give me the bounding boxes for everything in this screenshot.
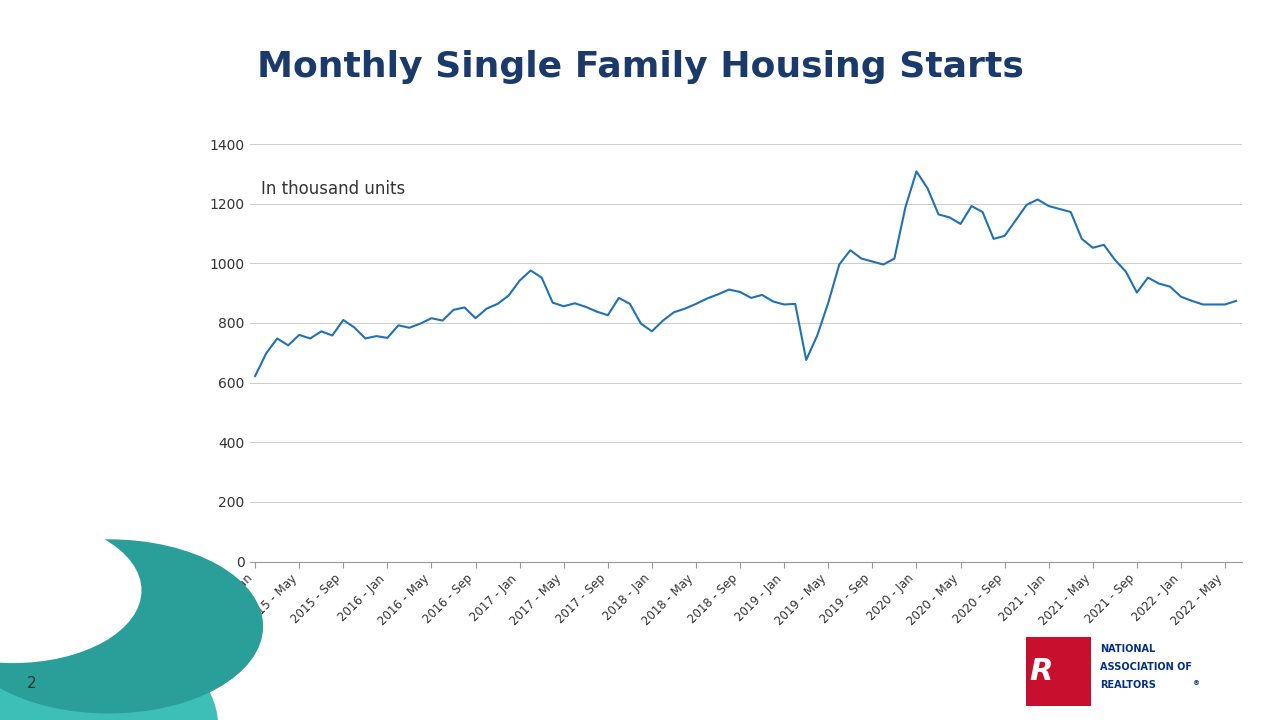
Text: In thousand units: In thousand units [261,180,404,198]
Text: 2: 2 [27,676,37,691]
FancyBboxPatch shape [1027,637,1091,706]
Text: ®: ® [1193,680,1201,686]
Text: ASSOCIATION OF: ASSOCIATION OF [1100,662,1192,672]
Text: Monthly Single Family Housing Starts: Monthly Single Family Housing Starts [256,50,1024,84]
Text: NATIONAL: NATIONAL [1100,644,1156,654]
Text: REALTORS: REALTORS [1100,680,1156,690]
Text: R: R [1029,657,1053,686]
